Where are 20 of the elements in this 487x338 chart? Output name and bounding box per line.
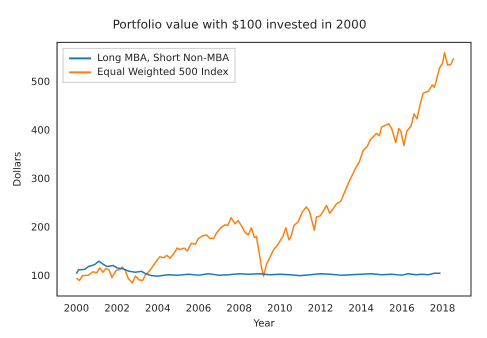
x-tick-label: 2018 xyxy=(430,304,456,315)
y-tick-label: 400 xyxy=(30,126,50,137)
y-tick-label: 500 xyxy=(30,77,50,88)
x-tick-label: 2002 xyxy=(104,304,130,315)
y-axis-title: Dollars xyxy=(12,152,24,187)
x-tick-label: 2016 xyxy=(389,304,415,315)
y-tick-label: 300 xyxy=(30,174,50,185)
x-tick-label: 2012 xyxy=(308,304,334,315)
x-tick-label: 2006 xyxy=(186,304,212,315)
x-tick-label: 2004 xyxy=(145,304,170,315)
x-tick-label: 2010 xyxy=(267,304,293,315)
x-tick-label: 2000 xyxy=(64,304,90,315)
legend-label: Long MBA, Short Non-MBA xyxy=(97,52,230,64)
x-tick-label: 2008 xyxy=(226,304,252,315)
y-tick-label: 100 xyxy=(30,270,50,282)
y-tick-label: 200 xyxy=(30,222,50,234)
legend-label: Equal Weighted 500 Index xyxy=(97,66,229,78)
x-axis-title: Year xyxy=(252,318,276,330)
x-tick-label: 2014 xyxy=(348,304,374,315)
chart-title: Portfolio value with $100 invested in 2000 xyxy=(112,17,366,32)
